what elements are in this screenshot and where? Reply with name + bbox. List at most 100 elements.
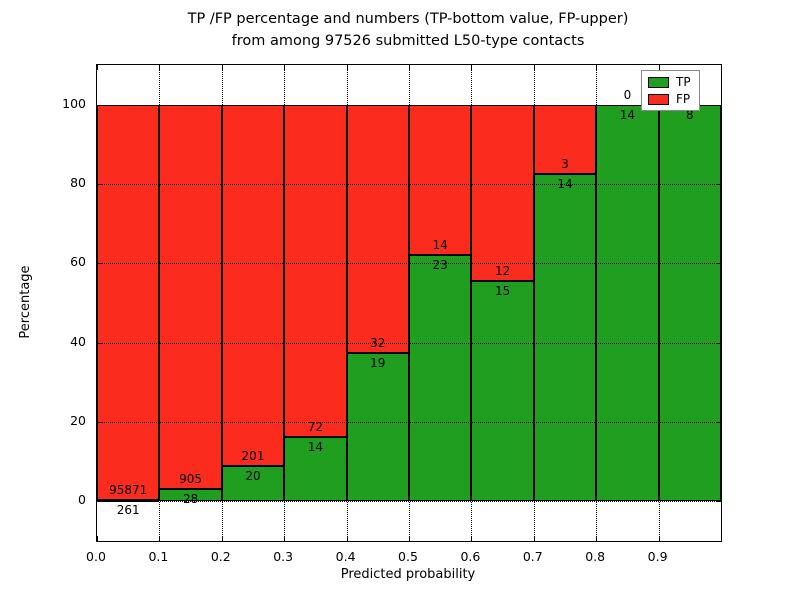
x-gridline (658, 65, 660, 541)
x-gridline (284, 65, 286, 541)
x-gridline (533, 65, 535, 541)
legend-entry-fp: FP (648, 93, 691, 105)
x-tick-mark (409, 65, 410, 70)
chart-title-line1: TP /FP percentage and numbers (TP-bottom… (187, 11, 629, 27)
tp-count-label: 8 (685, 107, 694, 122)
tp-count-label: 23 (432, 257, 448, 272)
x-tick-mark (97, 65, 98, 70)
x-tick-label: 0.7 (522, 549, 543, 564)
tp-bar-segment (221, 465, 285, 502)
tp-bar-segment (346, 353, 409, 502)
y-tick-label: 40 (70, 333, 86, 349)
x-tick-mark (97, 536, 98, 541)
fp-count-label: 3 (561, 157, 569, 172)
tp-bar-segment (409, 254, 472, 502)
x-tick-mark (658, 65, 660, 70)
y-tick-mark (716, 501, 721, 503)
x-tick-mark (596, 65, 598, 70)
tp-bar-segment (658, 104, 721, 502)
x-tick-label: 0.8 (585, 549, 606, 564)
x-tick-label: 0.0 (86, 549, 106, 564)
x-axis-label: Predicted probability (340, 567, 476, 582)
y-tick-mark (716, 263, 721, 265)
tp-count-label: 261 (116, 503, 140, 518)
y-tick-mark (716, 104, 721, 106)
x-tick-label: 0.6 (460, 549, 481, 564)
x-tick-label: 0.1 (148, 549, 169, 564)
x-tick-mark (533, 536, 535, 541)
plot-area: 95871 261 905 28 201 20 72 14 32 19 14 23 12 15 3 14 0 14… (96, 64, 722, 542)
fp-bar-segment (533, 104, 597, 175)
x-tick-mark (221, 65, 223, 70)
x-gridline (471, 65, 473, 541)
fp-count-label: 14 (432, 237, 448, 252)
fp-count-label: 95871 (109, 483, 148, 498)
x-tick-label: 0.4 (335, 549, 356, 564)
x-tick-mark (159, 536, 161, 541)
x-gridline (159, 65, 161, 541)
fp-bar-segment (159, 104, 222, 490)
x-tick-mark (284, 536, 286, 541)
y-tick-mark (97, 184, 102, 185)
x-tick-mark (658, 536, 660, 541)
x-tick-label: 0.2 (210, 549, 231, 564)
x-tick-mark (159, 65, 161, 70)
y-tick-mark (716, 422, 721, 423)
fp-count-label: 905 (179, 472, 203, 487)
tp-count-label: 14 (619, 107, 636, 122)
tp-count-label: 15 (494, 283, 511, 298)
legend-label-tp: TP (676, 75, 691, 89)
y-tick-mark (97, 501, 102, 503)
y-tick-label: 80 (70, 175, 86, 190)
x-tick-label: 0.5 (398, 549, 418, 564)
fp-bar-segment (97, 104, 160, 501)
legend: TP FP (641, 70, 700, 111)
x-tick-mark (533, 65, 535, 70)
tp-bar-segment (471, 280, 534, 502)
x-tick-mark (409, 536, 410, 541)
fp-count-label: 32 (370, 336, 386, 351)
x-tick-label: 0.3 (273, 549, 294, 564)
fp-bar-segment (471, 104, 534, 281)
tp-count-label: 14 (307, 439, 324, 454)
tp-swatch-icon (648, 76, 669, 88)
y-tick-mark (97, 263, 102, 265)
y-tick-mark (97, 422, 102, 423)
x-tick-mark (596, 536, 598, 541)
tp-bar-segment (284, 436, 347, 502)
fp-count-label: 201 (241, 448, 265, 463)
x-gridline (346, 65, 348, 541)
tp-count-label: 20 (245, 468, 261, 483)
fp-bar-segment (221, 104, 285, 466)
y-tick-mark (716, 184, 721, 185)
x-tick-mark (284, 65, 286, 70)
x-tick-mark (346, 536, 348, 541)
x-tick-mark (346, 65, 348, 70)
legend-label-fp: FP (676, 92, 691, 106)
x-tick-label: 0.9 (647, 549, 668, 564)
fp-count-label: 72 (307, 419, 324, 434)
x-tick-mark (471, 536, 473, 541)
chart-title: TP /FP percentage and numbers (TP-bottom… (96, 8, 720, 52)
y-tick-label: 20 (70, 413, 86, 428)
x-tick-mark (471, 65, 473, 70)
x-gridline (409, 65, 410, 541)
y-axis-label: Percentage (18, 265, 33, 339)
tp-bar-segment (533, 174, 597, 502)
legend-entry-tp: TP (648, 76, 691, 88)
y-tick-label: 100 (62, 95, 86, 111)
fp-bar-segment (284, 104, 347, 437)
x-tick-mark (221, 536, 223, 541)
y-tick-label: 60 (70, 254, 86, 270)
tp-count-label: 14 (557, 177, 573, 192)
tp-count-label: 28 (182, 492, 199, 507)
fp-count-label: 0 (623, 87, 632, 102)
tp-count-label: 19 (370, 356, 386, 371)
tp-bar-segment (596, 104, 659, 502)
fp-swatch-icon (648, 93, 669, 105)
y-tick-mark (97, 104, 102, 106)
y-tick-label: 0 (78, 492, 86, 508)
fp-bar-segment (346, 104, 409, 354)
x-gridline (596, 65, 598, 541)
